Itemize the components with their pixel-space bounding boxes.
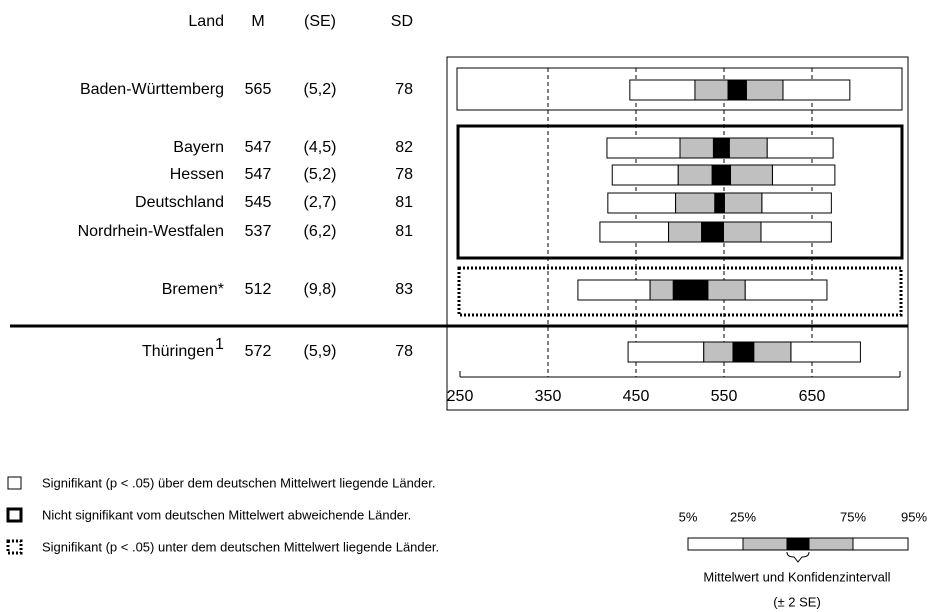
row-name: Bayern (173, 139, 224, 156)
group-same (456, 124, 904, 260)
key-segment (742, 537, 788, 551)
quartile-high (730, 164, 773, 186)
percentile-75-95 (766, 137, 834, 159)
group-above (456, 67, 903, 111)
percentile-5-25 (629, 79, 696, 101)
x-tick-label: 450 (623, 388, 650, 405)
percentile-5-25 (611, 164, 679, 186)
quartile-high (753, 341, 792, 363)
row-name: Thüringen (142, 343, 214, 360)
percentile-75-95 (760, 221, 832, 243)
mean-value: 565 (245, 81, 272, 98)
legend-icon (7, 476, 22, 490)
quartile-high (722, 221, 762, 243)
column-header: Land (188, 13, 224, 30)
key-segment (808, 537, 854, 551)
key-segment (852, 537, 909, 551)
column-header: SD (391, 13, 413, 30)
se-value: (2,7) (304, 194, 337, 211)
se-value: (9,8) (304, 281, 337, 298)
percentile-5-25 (627, 341, 705, 363)
confidence-interval (672, 279, 709, 301)
se-value: (6,2) (304, 223, 337, 240)
key-caption: Mittelwert und Konfidenzintervall (703, 569, 890, 584)
sd-value: 81 (395, 194, 413, 211)
quartile-low (679, 137, 714, 159)
legend-icon (6, 507, 23, 523)
quartile-high (707, 279, 746, 301)
quartile-high (723, 192, 763, 214)
confidence-interval (714, 192, 725, 214)
quartile-low (668, 221, 703, 243)
sd-value: 78 (395, 166, 413, 183)
legend-text: Signifikant (p < .05) unter dem deutsche… (42, 539, 439, 554)
key-caption: (± 2 SE) (773, 594, 821, 609)
mean-value: 545 (245, 194, 272, 211)
quartile-low (677, 164, 713, 186)
row-name: Bremen* (162, 281, 224, 298)
group-below (457, 266, 903, 317)
percentile-5-25 (577, 279, 651, 301)
confidence-interval (701, 221, 724, 243)
legend-text: Signifikant (p < .05) über dem deutschen… (42, 475, 436, 490)
mean-value: 547 (245, 139, 272, 156)
percentile-75-95 (771, 164, 836, 186)
quartile-low (703, 341, 734, 363)
mean-value: 512 (245, 281, 272, 298)
percentile-75-95 (744, 279, 828, 301)
x-tick-label: 350 (535, 388, 562, 405)
percentile-5-25 (599, 221, 670, 243)
se-value: (5,2) (304, 81, 337, 98)
sd-value: 81 (395, 223, 413, 240)
x-tick-label: 550 (711, 388, 738, 405)
key-label: 95% (901, 509, 927, 524)
row-name: Nordrhein-Westfalen (78, 223, 224, 240)
sd-value: 82 (395, 139, 413, 156)
key-brace (786, 551, 810, 563)
row-name: Hessen (170, 166, 224, 183)
footnote-mark: 1 (215, 336, 224, 353)
percentile-5-25 (606, 137, 681, 159)
key-label: 75% (840, 509, 866, 524)
confidence-interval (727, 79, 747, 101)
confidence-interval (711, 164, 732, 186)
percentile-5-25 (607, 192, 677, 214)
confidence-interval (712, 137, 730, 159)
mean-value: 537 (245, 223, 272, 240)
column-header: M (251, 13, 264, 30)
quartile-low (694, 79, 729, 101)
quartile-high (728, 137, 768, 159)
mean-value: 572 (245, 343, 272, 360)
se-value: (5,2) (304, 166, 337, 183)
sd-value: 83 (395, 281, 413, 298)
key-label: 25% (730, 509, 756, 524)
sd-value: 78 (395, 343, 413, 360)
column-header: (SE) (304, 13, 336, 30)
mean-value: 547 (245, 166, 272, 183)
legend-icon (6, 539, 23, 555)
row-name: Baden-Württemberg (80, 81, 224, 98)
row-name: Deutschland (135, 194, 224, 211)
se-value: (5,9) (304, 343, 337, 360)
x-tick-label: 650 (799, 388, 826, 405)
plot-frame (446, 56, 909, 411)
key-segment (687, 537, 744, 551)
quartile-high (745, 79, 784, 101)
x-tick-label: 250 (447, 388, 474, 405)
quartile-low (675, 192, 716, 214)
key-label: 5% (679, 509, 698, 524)
legend-text: Nicht signifikant vom deutschen Mittelwe… (42, 507, 411, 522)
percentile-75-95 (761, 192, 832, 214)
key-segment (786, 537, 810, 551)
percentile-75-95 (782, 79, 851, 101)
quartile-low (649, 279, 674, 301)
confidence-interval (732, 341, 755, 363)
sd-value: 78 (395, 81, 413, 98)
se-value: (4,5) (304, 139, 337, 156)
percentile-75-95 (790, 341, 861, 363)
